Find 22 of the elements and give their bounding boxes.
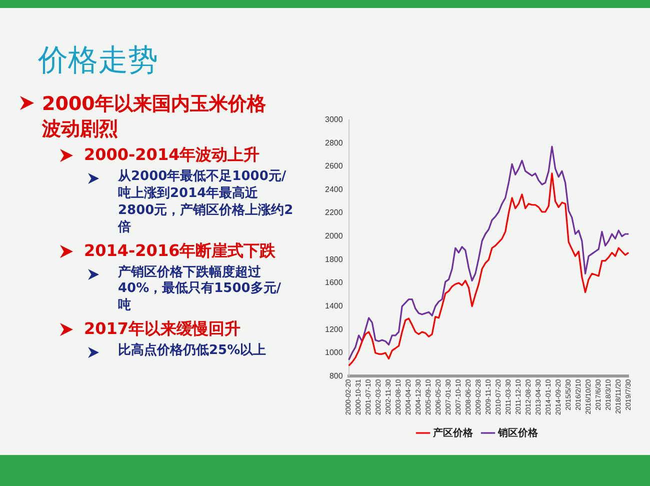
y-tick-label: 1400 (325, 301, 344, 310)
legend-label: 产区价格 (432, 426, 474, 439)
text: 从2000年最低不足1000元/吨上涨到2014年最高近2800元，产销区价格上涨约2倍 (118, 169, 294, 235)
y-tick-label: 1800 (325, 254, 344, 264)
legend-label: 销区价格 (497, 426, 539, 439)
text: 价格走势 (38, 42, 158, 80)
text: 2000年以来国内玉米价格波动剧烈 (42, 93, 266, 140)
y-tick-label: 2400 (325, 184, 344, 194)
y-tick-label: 2600 (325, 162, 344, 171)
y-tick-label: 1000 (325, 348, 344, 358)
y-tick-label: 1600 (325, 278, 344, 288)
y-tick-label: 2200 (325, 208, 344, 218)
text: 2000-2014年波动上升 (84, 145, 260, 164)
text: 2014-2016年断崖式下跌 (84, 240, 276, 260)
text: 产销区价格下跌幅度超过40%，最低只有1500多元/吨 (118, 264, 282, 314)
text: 比高点价格仍低25%以上 (118, 343, 266, 358)
y-tick-label: 2800 (325, 138, 344, 148)
y-tick-label: 3000 (325, 115, 344, 124)
y-tick-label: 1200 (325, 324, 344, 334)
y-tick-label: 2000 (325, 232, 344, 241)
y-tick-label: 800 (329, 371, 344, 380)
text: 2017年以来缓慢回升 (84, 319, 241, 338)
